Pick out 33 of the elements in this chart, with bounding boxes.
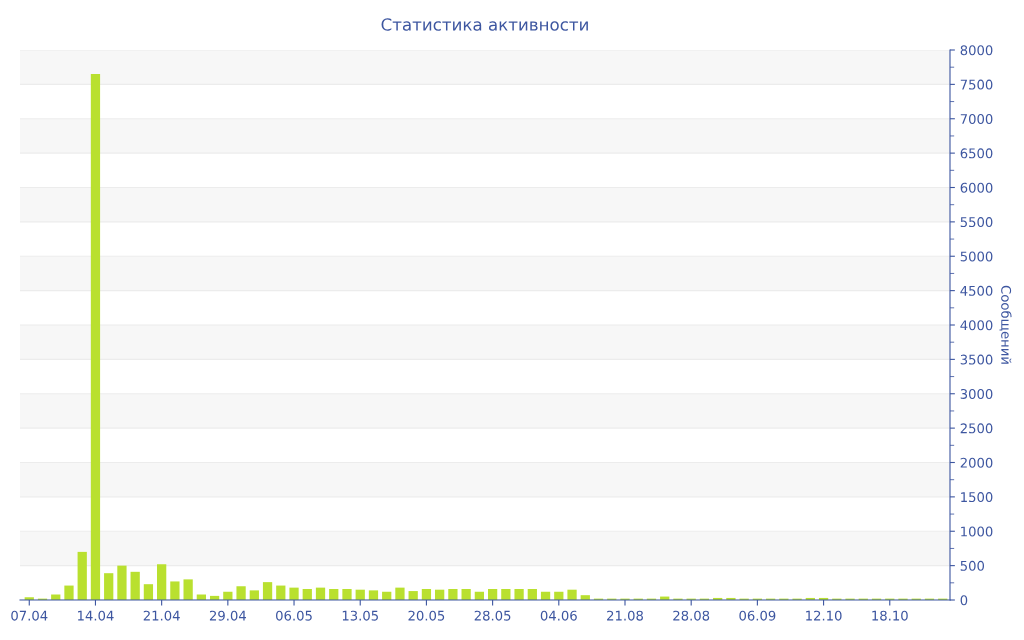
x-tick-label: 21.04 <box>143 610 180 621</box>
x-tick-label: 04.06 <box>540 610 577 621</box>
x-tick-label: 29.04 <box>209 610 246 621</box>
chart-title: Статистика активности <box>381 18 588 31</box>
y-tick-label: 4000 <box>960 320 993 331</box>
x-tick-label: 21.08 <box>607 610 643 621</box>
y-tick-label: 8000 <box>960 45 993 56</box>
y-tick-label: 1000 <box>961 526 993 537</box>
y-tick-label: 7000 <box>960 113 993 124</box>
y-tick-label: 3500 <box>960 354 993 365</box>
y-tick-label: 5000 <box>960 251 993 262</box>
y-tick-label: 6000 <box>960 182 993 193</box>
y-tick-label: 6500 <box>960 148 993 159</box>
y-tick-label: 0 <box>960 595 968 606</box>
y-tick-label: 3000 <box>960 388 993 399</box>
y-tick-label: 5500 <box>960 217 993 228</box>
x-tick-label: 07.04 <box>11 610 48 621</box>
y-tick-label: 4500 <box>960 285 993 296</box>
y-axis-title: Сообщений <box>999 285 1012 364</box>
x-tick-label: 13.05 <box>342 610 378 621</box>
x-tick-label: 20.05 <box>408 610 445 621</box>
y-tick-label: 2500 <box>960 423 993 434</box>
x-tick-label: 06.09 <box>739 610 776 621</box>
x-tick-label: 06.05 <box>276 610 312 621</box>
y-tick-label: 1500 <box>961 492 993 503</box>
y-tick-label: 7500 <box>960 79 993 90</box>
x-tick-label: 28.05 <box>474 610 511 621</box>
y-tick-label: 2000 <box>960 457 993 468</box>
y-tick-label: 500 <box>960 560 985 571</box>
x-tick-label: 14.04 <box>78 610 114 621</box>
x-tick-label: 28.08 <box>673 610 710 621</box>
x-tick-label: 12.10 <box>806 610 842 621</box>
x-tick-label: 18.10 <box>872 610 908 621</box>
